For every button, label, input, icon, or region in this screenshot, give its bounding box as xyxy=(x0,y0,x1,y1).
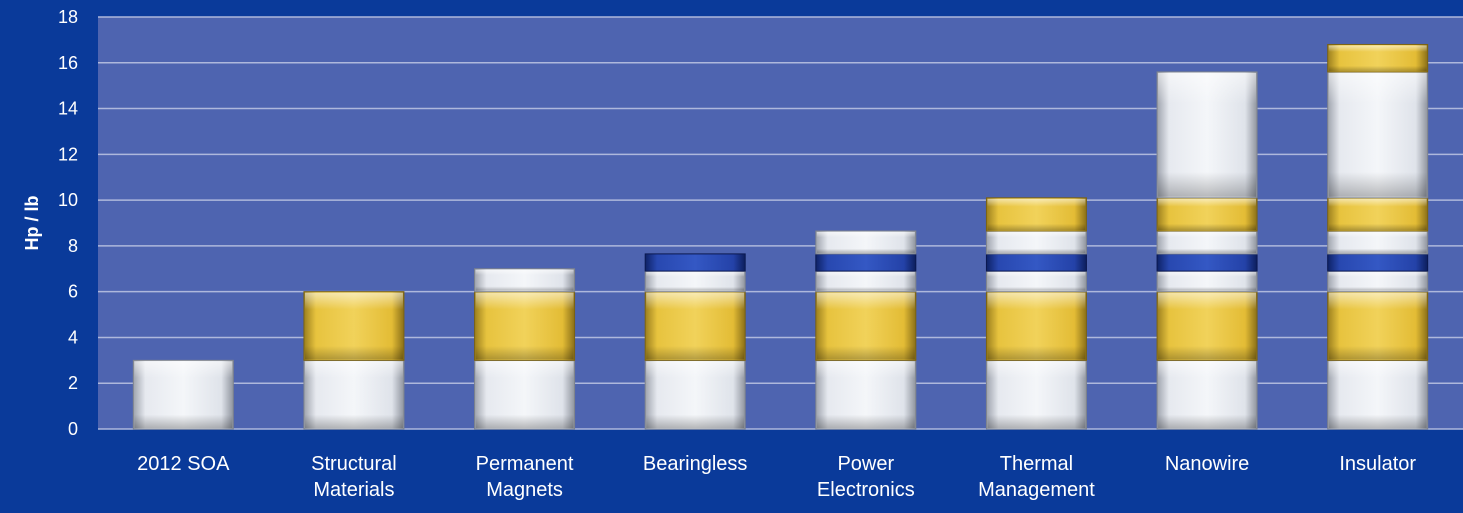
bar-segment-shading xyxy=(1328,198,1427,231)
bar-stack xyxy=(1327,43,1429,430)
y-tick-label: 18 xyxy=(58,7,78,27)
bar-segment-shading xyxy=(1328,361,1427,428)
bar-segment-shading xyxy=(987,361,1086,428)
bar-segment-shading xyxy=(475,361,574,428)
bar-stack xyxy=(132,359,234,430)
bar-segment-shading xyxy=(1158,292,1257,360)
bar-segment-shading xyxy=(1328,72,1427,197)
y-tick-label: 14 xyxy=(58,99,78,119)
y-tick-label: 8 xyxy=(68,236,78,256)
bar-segment-shading xyxy=(987,272,1086,291)
y-tick-label: 4 xyxy=(68,327,78,347)
x-tick-label: Insulator xyxy=(1339,453,1416,475)
bar-segment-shading xyxy=(987,292,1086,360)
bar-segment-shading xyxy=(987,232,1086,253)
bar-segment-shading xyxy=(304,361,403,428)
bar-stack xyxy=(474,268,576,430)
x-tick-label: Electronics xyxy=(817,479,915,501)
x-tick-label: 2012 SOA xyxy=(137,453,230,475)
bar-stack xyxy=(303,291,405,430)
bar-segment-shading xyxy=(816,272,915,291)
bar-segment-shading xyxy=(1158,272,1257,291)
x-tick-label: Structural xyxy=(311,453,397,475)
y-tick-label: 6 xyxy=(68,282,78,302)
bar-segment xyxy=(815,253,917,272)
bar-segment-shading xyxy=(475,269,574,291)
y-axis-label: Hp / lb xyxy=(22,196,42,251)
bar-stack xyxy=(1156,71,1258,430)
y-axis-ticks: 0 2 4 6 8 10 12 14 16 18 xyxy=(58,7,78,439)
bar-segment-shading xyxy=(816,292,915,360)
bar-segment xyxy=(1327,253,1429,272)
bar-segment-shading xyxy=(646,361,745,428)
bar-segment-shading xyxy=(646,272,745,291)
bar-segment-shading xyxy=(475,292,574,360)
x-tick-label: Management xyxy=(978,479,1095,501)
bar-segment-shading xyxy=(646,292,745,360)
y-tick-label: 12 xyxy=(58,144,78,164)
bar-segment-shading xyxy=(1158,232,1257,253)
bar-segment xyxy=(644,253,746,272)
y-tick-label: 0 xyxy=(68,419,78,439)
bar-segment-shading xyxy=(1158,361,1257,428)
bar-stack xyxy=(985,197,1087,430)
bar-segment xyxy=(985,253,1087,272)
bar-segment-shading xyxy=(816,361,915,428)
x-tick-label: Permanent xyxy=(476,453,574,475)
bar-segment-shading xyxy=(1328,272,1427,291)
bar-stack xyxy=(644,253,746,430)
bar-segment-shading xyxy=(1328,232,1427,253)
x-tick-label: Materials xyxy=(313,479,394,501)
bars xyxy=(132,43,1429,430)
bar-segment-shading xyxy=(304,292,403,360)
x-axis-labels: 2012 SOA Structural Materials Permanent Magn… xyxy=(137,453,1416,501)
x-tick-label: Thermal xyxy=(1000,453,1073,475)
x-tick-label: Power xyxy=(837,453,894,475)
bar-segment-shading xyxy=(816,232,915,253)
y-tick-label: 16 xyxy=(58,53,78,73)
x-tick-label: Bearingless xyxy=(643,453,748,475)
plot-area xyxy=(98,17,1463,429)
bar-segment-shading xyxy=(1158,198,1257,231)
bar-stack xyxy=(815,230,917,430)
y-tick-label: 10 xyxy=(58,190,78,210)
bar-segment-shading xyxy=(1328,292,1427,360)
bar-segment-shading xyxy=(134,361,233,428)
bar-segment-shading xyxy=(1328,45,1427,71)
x-tick-label: Magnets xyxy=(486,479,563,501)
bar-segment xyxy=(1156,253,1258,272)
y-tick-label: 2 xyxy=(68,373,78,393)
bar-segment-shading xyxy=(1158,72,1257,197)
x-tick-label: Nanowire xyxy=(1165,453,1249,475)
bar-segment-shading xyxy=(987,198,1086,231)
